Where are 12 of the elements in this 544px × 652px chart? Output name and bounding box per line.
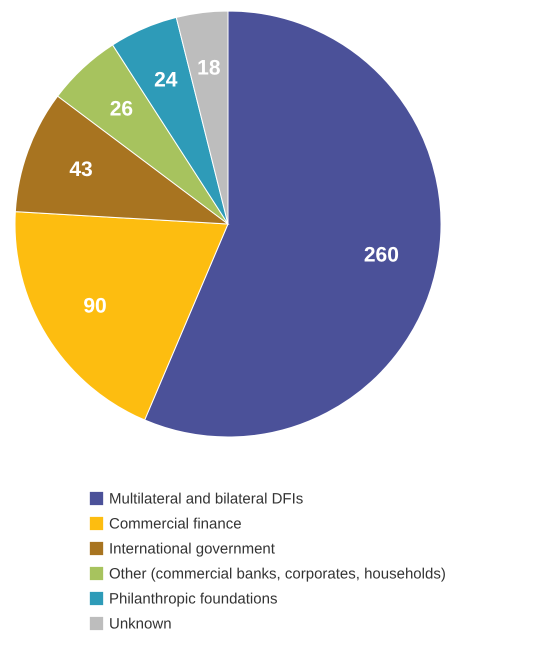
legend-label: Other (commercial banks, corporates, households) bbox=[109, 566, 446, 582]
legend-label: International government bbox=[109, 540, 276, 558]
data-label: 90 bbox=[83, 294, 107, 318]
legend-label: Unknown bbox=[109, 616, 172, 632]
data-label: 24 bbox=[154, 68, 178, 92]
data-label: 26 bbox=[110, 97, 134, 120]
data-label: 43 bbox=[69, 158, 93, 182]
legend-label: Philanthropic foundations bbox=[109, 590, 278, 608]
legend-label: Multilateral and bilateral DFIs bbox=[109, 490, 304, 508]
data-label: 18 bbox=[197, 56, 221, 80]
legend-label: Commercial finance bbox=[109, 516, 242, 532]
data-label: 260 bbox=[364, 243, 399, 266]
